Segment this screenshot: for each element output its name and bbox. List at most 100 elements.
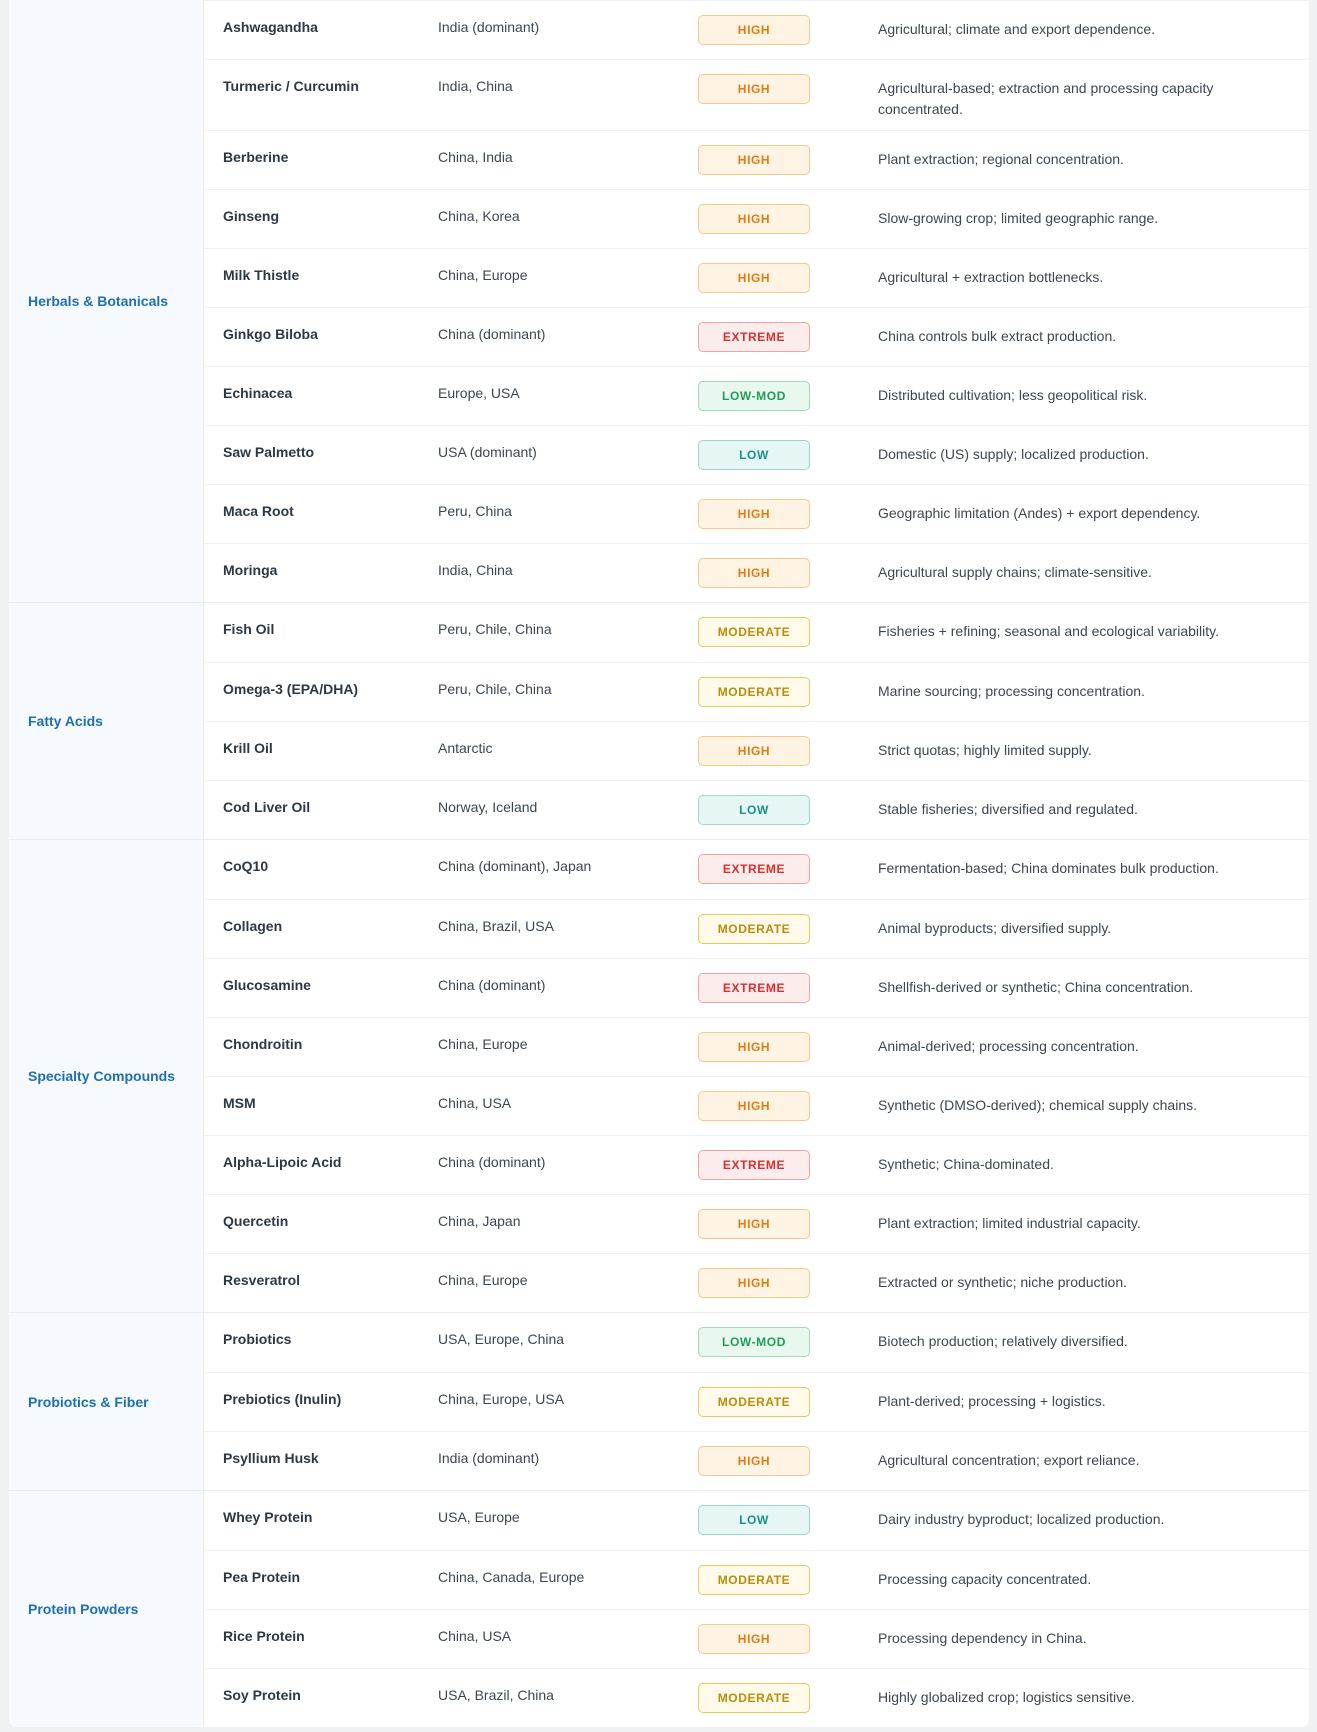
table-row: Ashwagandha India (dominant) HIGH Agricultu… <box>204 0 1309 59</box>
source-region: China, Europe <box>438 267 528 283</box>
source-region: USA, Europe, China <box>438 1331 565 1347</box>
ingredient-name: Rice Protein <box>223 1628 305 1644</box>
table-row: Collagen China, Brazil, USA MODERATE Animal… <box>204 899 1309 958</box>
source-region: USA, Europe <box>438 1509 520 1525</box>
source-region: China, Europe <box>438 1272 528 1288</box>
ingredient-name: Fish Oil <box>223 621 275 637</box>
risk-notes: Processing dependency in China. <box>878 1630 1087 1646</box>
ingredient-name: Turmeric / Curcumin <box>223 78 359 94</box>
category-group: Specialty Compounds CoQ10 China (dominant)… <box>9 839 1309 1312</box>
source-region: China, USA <box>438 1628 512 1644</box>
risk-cell: MODERATE <box>698 1373 878 1431</box>
source-region: China (dominant) <box>438 326 546 342</box>
risk-badge: HIGH <box>698 204 810 234</box>
table-row: Resveratrol China, Europe HIGH Extracted or… <box>204 1253 1309 1312</box>
risk-notes: Geographic limitation (Andes) + export d… <box>878 505 1201 521</box>
ingredient-name: Saw Palmetto <box>223 444 315 460</box>
table-row: Milk Thistle China, Europe HIGH Agricultura… <box>204 248 1309 307</box>
risk-notes: Domestic (US) supply; localized producti… <box>878 446 1149 462</box>
risk-badge: HIGH <box>698 145 810 175</box>
risk-notes: Fisheries + refining; seasonal and ecolo… <box>878 623 1219 639</box>
ingredient-name: Echinacea <box>223 385 293 401</box>
risk-badge: EXTREME <box>698 973 810 1003</box>
category-group: Probiotics & Fiber Probiotics USA, Europe,… <box>9 1312 1309 1490</box>
risk-cell: MODERATE <box>698 1551 878 1609</box>
table-row: Soy Protein USA, Brazil, China MODERATE Hig… <box>204 1668 1309 1727</box>
ingredient-name: Ginkgo Biloba <box>223 326 318 342</box>
table-row: Omega-3 (EPA/DHA) Peru, Chile, China MODER… <box>204 662 1309 721</box>
table-row: Maca Root Peru, China HIGH Geographic limit… <box>204 484 1309 543</box>
table-row: Quercetin China, Japan HIGH Plant extractio… <box>204 1194 1309 1253</box>
risk-badge: MODERATE <box>698 617 810 647</box>
risk-notes: Stable fisheries; diversified and regula… <box>878 801 1138 817</box>
ingredient-name: Ginseng <box>223 208 280 224</box>
risk-badge: LOW <box>698 795 810 825</box>
table-row: Saw Palmetto USA (dominant) LOW Domestic (U… <box>204 425 1309 484</box>
risk-notes: Highly globalized crop; logistics sensit… <box>878 1689 1135 1705</box>
risk-badge: HIGH <box>698 1624 810 1654</box>
ingredient-name: CoQ10 <box>223 858 269 874</box>
source-region: China, USA <box>438 1095 512 1111</box>
ingredient-name: Maca Root <box>223 503 294 519</box>
category-label: Probiotics & Fiber <box>9 1313 204 1490</box>
risk-badge: HIGH <box>698 74 810 104</box>
risk-cell: LOW <box>698 1491 878 1550</box>
risk-cell: LOW-MOD <box>698 367 878 425</box>
risk-cell: HIGH <box>698 544 878 602</box>
source-region: China (dominant) <box>438 1154 546 1170</box>
table-row: Turmeric / Curcumin India, China HIGH Agric… <box>204 59 1309 130</box>
risk-notes: Slow-growing crop; limited geographic ra… <box>878 210 1159 226</box>
category-label: Herbals & Botanicals <box>9 0 204 602</box>
risk-notes: Agricultural supply chains; climate-sens… <box>878 564 1152 580</box>
risk-cell: HIGH <box>698 249 878 307</box>
risk-badge: HIGH <box>698 1209 810 1239</box>
source-region: Peru, China <box>438 503 512 519</box>
category-label: Fatty Acids <box>9 603 204 839</box>
risk-notes: Shellfish-derived or synthetic; China co… <box>878 979 1194 995</box>
source-region: India, China <box>438 562 513 578</box>
risk-cell: LOW <box>698 781 878 839</box>
risk-notes: China controls bulk extract production. <box>878 328 1117 344</box>
ingredient-name: Chondroitin <box>223 1036 303 1052</box>
risk-notes: Extracted or synthetic; niche production… <box>878 1274 1128 1290</box>
table-row: Probiotics USA, Europe, China LOW-MOD Biote… <box>204 1313 1309 1372</box>
table-row: Krill Oil Antarctic HIGH Strict quotas; hig… <box>204 721 1309 780</box>
source-region: India (dominant) <box>438 1450 540 1466</box>
table-row: MSM China, USA HIGH Synthetic (DMSO-derived… <box>204 1076 1309 1135</box>
risk-badge: HIGH <box>698 15 810 45</box>
risk-badge: MODERATE <box>698 1565 810 1595</box>
ingredient-name: Pea Protein <box>223 1569 301 1585</box>
ingredient-name: Soy Protein <box>223 1687 301 1703</box>
table-row: Whey Protein USA, Europe LOW Dairy industry… <box>204 1491 1309 1550</box>
risk-notes: Processing capacity concentrated. <box>878 1571 1092 1587</box>
ingredient-name: Probiotics <box>223 1331 292 1347</box>
risk-cell: MODERATE <box>698 1669 878 1727</box>
risk-cell: HIGH <box>698 485 878 543</box>
ingredient-name: Ashwagandha <box>223 19 318 35</box>
ingredient-name: Krill Oil <box>223 740 273 756</box>
source-region: Peru, Chile, China <box>438 621 552 637</box>
source-region: China, Canada, Europe <box>438 1569 585 1585</box>
risk-badge: MODERATE <box>698 677 810 707</box>
risk-notes: Synthetic (DMSO-derived); chemical suppl… <box>878 1097 1198 1113</box>
risk-badge: LOW <box>698 1505 810 1535</box>
ingredient-name: Cod Liver Oil <box>223 799 311 815</box>
ingredient-name: Moringa <box>223 562 278 578</box>
risk-notes: Strict quotas; highly limited supply. <box>878 742 1092 758</box>
ingredient-name: Berberine <box>223 149 289 165</box>
source-region: India (dominant) <box>438 19 540 35</box>
risk-cell: EXTREME <box>698 840 878 899</box>
ingredient-name: Alpha-Lipoic Acid <box>223 1154 342 1170</box>
table-row: CoQ10 China (dominant), Japan EXTREME Ferme… <box>204 840 1309 899</box>
ingredient-name: Collagen <box>223 918 283 934</box>
risk-badge: HIGH <box>698 558 810 588</box>
risk-badge: HIGH <box>698 263 810 293</box>
source-region: China (dominant) <box>438 977 546 993</box>
risk-cell: HIGH <box>698 1018 878 1076</box>
risk-badge: HIGH <box>698 1091 810 1121</box>
risk-notes: Plant extraction; limited industrial cap… <box>878 1215 1141 1231</box>
risk-cell: LOW-MOD <box>698 1313 878 1372</box>
risk-cell: EXTREME <box>698 308 878 366</box>
risk-badge: LOW <box>698 440 810 470</box>
table-row: Ginseng China, Korea HIGH Slow-growing crop… <box>204 189 1309 248</box>
